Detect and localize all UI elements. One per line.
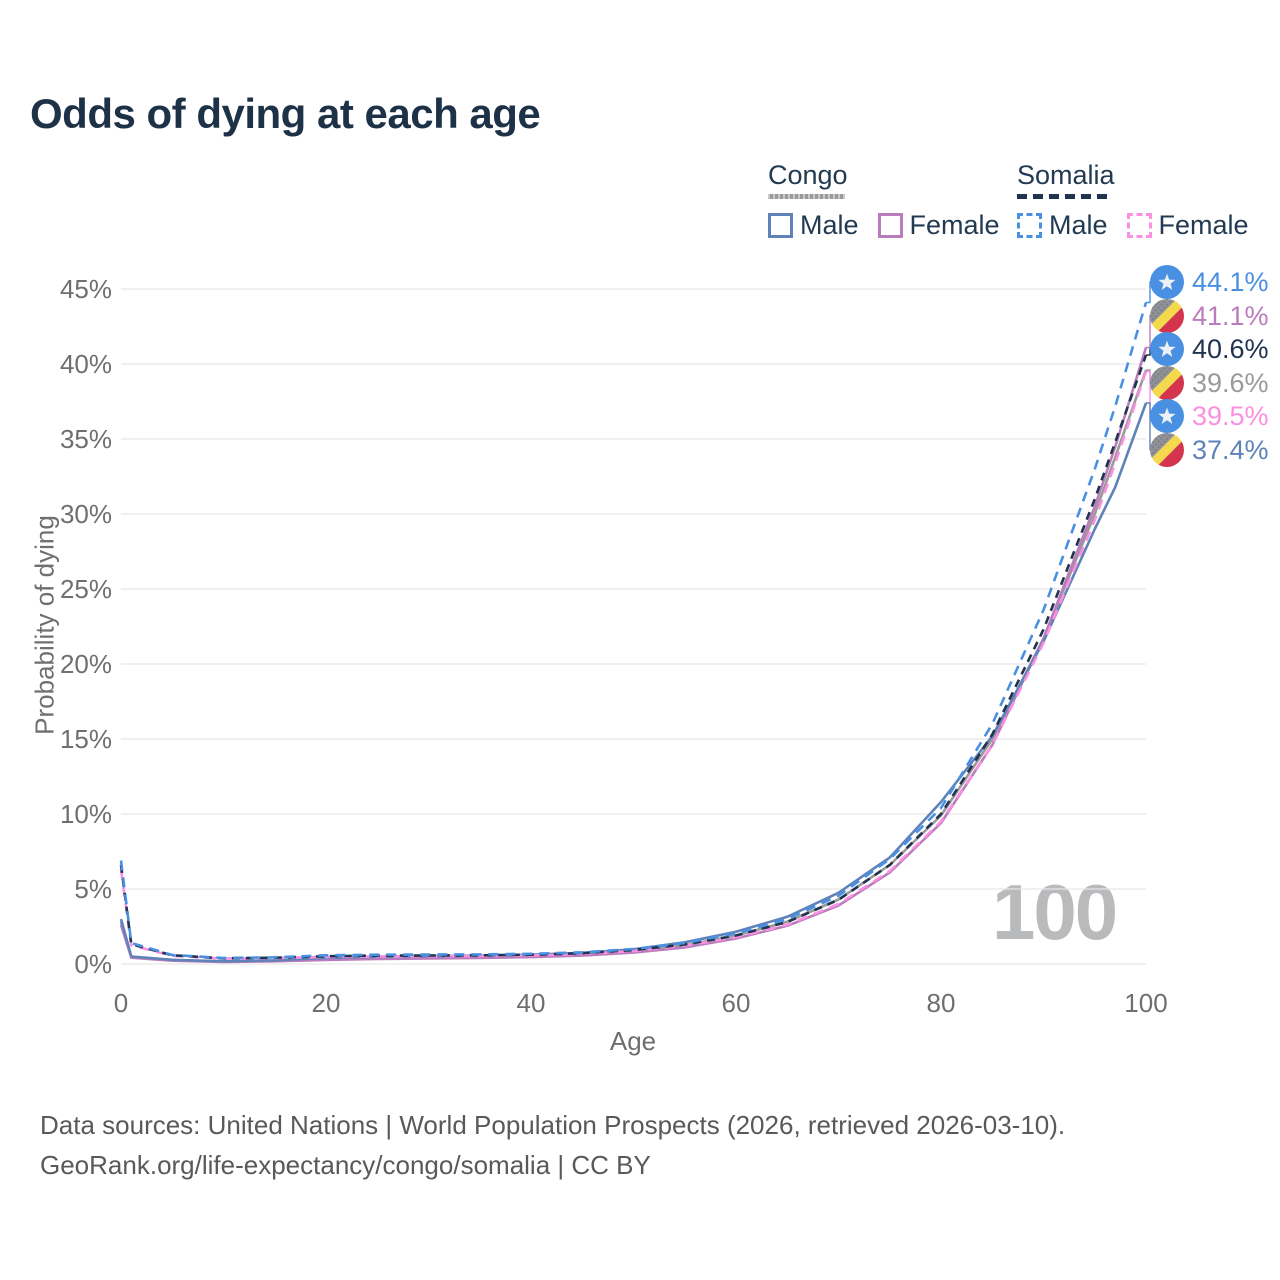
leader-line-5 bbox=[1146, 402, 1152, 451]
series-line-congo-both[interactable] bbox=[119, 369, 1148, 963]
legend-swatch-somalia-female-icon bbox=[1126, 213, 1152, 238]
leader-line-2 bbox=[1146, 348, 1152, 356]
legend-swatch-congo-female-icon bbox=[877, 213, 903, 238]
series-line-congo-female[interactable] bbox=[119, 347, 1148, 964]
legend-item-somalia-male[interactable]: Male bbox=[1017, 210, 1108, 241]
series-line-somalia-female[interactable] bbox=[119, 371, 1148, 960]
legend-group-somalia: Somalia Male Female bbox=[1017, 160, 1249, 241]
legend-swatch-somalia-male-icon bbox=[1017, 213, 1042, 238]
legend-item-congo-male[interactable]: Male bbox=[768, 210, 859, 241]
leader-line-4 bbox=[1146, 370, 1152, 417]
legend-country-somalia[interactable]: Somalia bbox=[1017, 160, 1115, 190]
footer: Data sources: United Nations | World Pop… bbox=[40, 1105, 1065, 1185]
legend-item-somalia-female[interactable]: Female bbox=[1126, 210, 1249, 241]
footer-attribution: GeoRank.org/life-expectancy/congo/somali… bbox=[40, 1150, 651, 1180]
legend-label-congo-female: Female bbox=[909, 210, 1000, 240]
x-axis-title: Age bbox=[609, 1026, 657, 1056]
legend-label-somalia-female: Female bbox=[1158, 210, 1249, 240]
legend-swatch-congo-male-icon bbox=[768, 213, 793, 238]
legend-underline-congo bbox=[768, 194, 845, 199]
legend-group-congo: Congo Male Female bbox=[768, 160, 1000, 241]
legend-country-congo[interactable]: Congo bbox=[768, 160, 848, 190]
leader-line-0 bbox=[1146, 281, 1152, 304]
series-line-somalia-both[interactable] bbox=[119, 354, 1148, 960]
legend-underline-somalia bbox=[1017, 194, 1109, 199]
page-title: Odds of dying at each age bbox=[30, 90, 541, 137]
legend-label-congo-male: Male bbox=[800, 210, 859, 240]
series-line-congo-male[interactable] bbox=[119, 402, 1148, 963]
series-line-somalia-male[interactable] bbox=[119, 302, 1148, 960]
legend-label-somalia-male: Male bbox=[1049, 210, 1108, 240]
footer-data-sources: Data sources: United Nations | World Pop… bbox=[40, 1110, 1066, 1140]
leader-line-1 bbox=[1146, 314, 1152, 349]
legend-item-congo-female[interactable]: Female bbox=[877, 210, 1000, 241]
age-watermark: 100 bbox=[992, 868, 1118, 956]
